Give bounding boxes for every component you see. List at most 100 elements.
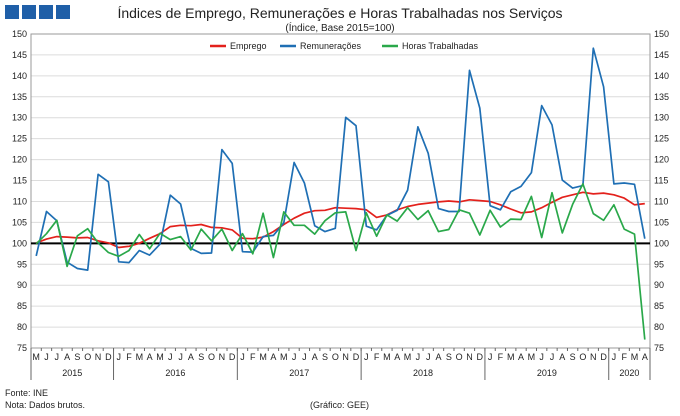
x-tick-label: S <box>322 352 328 362</box>
y-tick-label-right: 130 <box>654 113 669 123</box>
y-tick-label-left: 95 <box>17 259 27 269</box>
y-tick-label-right: 125 <box>654 134 669 144</box>
x-tick-label: J <box>116 352 121 362</box>
y-tick-label-right: 105 <box>654 217 669 227</box>
credit-note: (Gráfico: GEE) <box>310 400 370 410</box>
x-tick-label: J <box>416 352 421 362</box>
logo-square <box>56 5 70 19</box>
year-label: 2018 <box>413 368 433 378</box>
legend-label: Horas Trabalhadas <box>402 41 479 51</box>
y-tick-label-left: 115 <box>13 176 27 186</box>
y-tick-label-right: 100 <box>654 238 669 248</box>
x-tick-label: M <box>528 352 536 362</box>
x-tick-label: S <box>198 352 204 362</box>
y-tick-label-right: 135 <box>654 92 669 102</box>
x-tick-label: F <box>250 352 256 362</box>
y-tick-label-right: 80 <box>654 322 664 332</box>
x-tick-label: D <box>477 352 484 362</box>
y-tick-label-left: 140 <box>12 71 27 81</box>
x-tick-label: J <box>240 352 245 362</box>
y-tick-label-left: 100 <box>12 238 27 248</box>
y-tick-label-left: 135 <box>12 92 27 102</box>
y-tick-label-right: 90 <box>654 280 664 290</box>
x-tick-label: J <box>364 352 369 362</box>
x-tick-label: D <box>105 352 112 362</box>
x-tick-label: F <box>126 352 132 362</box>
source-note: Fonte: INE <box>5 388 49 398</box>
x-tick-label: D <box>353 352 360 362</box>
x-tick-label: O <box>208 352 215 362</box>
y-tick-label-left: 120 <box>12 155 27 165</box>
x-tick-label: N <box>342 352 349 362</box>
x-tick-label: N <box>95 352 102 362</box>
x-tick-label: A <box>64 352 70 362</box>
logo-square <box>39 5 53 19</box>
x-tick-label: M <box>383 352 391 362</box>
y-tick-label-left: 145 <box>12 50 27 60</box>
y-tick-label-left: 150 <box>12 29 27 39</box>
x-tick-label: O <box>332 352 339 362</box>
legend-label: Remunerações <box>300 41 362 51</box>
x-tick-label: A <box>436 352 442 362</box>
x-tick-label: A <box>559 352 565 362</box>
y-tick-label-left: 90 <box>17 280 27 290</box>
x-tick-label: M <box>404 352 412 362</box>
x-tick-label: A <box>642 352 648 362</box>
chart-subtitle: (Índice, Base 2015=100) <box>285 23 395 34</box>
x-tick-label: M <box>156 352 164 362</box>
y-tick-label-left: 80 <box>17 322 27 332</box>
x-tick-label: J <box>539 352 544 362</box>
x-tick-label: S <box>446 352 452 362</box>
year-label: 2019 <box>537 368 557 378</box>
x-tick-label: A <box>188 352 194 362</box>
y-tick-label-left: 75 <box>17 343 27 353</box>
x-tick-label: M <box>280 352 288 362</box>
x-tick-label: M <box>631 352 639 362</box>
x-tick-label: M <box>259 352 267 362</box>
x-tick-label: J <box>168 352 173 362</box>
x-tick-label: F <box>498 352 504 362</box>
x-tick-label: A <box>394 352 400 362</box>
x-tick-label: J <box>292 352 297 362</box>
x-tick-label: J <box>44 352 49 362</box>
y-tick-label-left: 125 <box>12 134 27 144</box>
x-tick-label: N <box>590 352 597 362</box>
x-tick-label: A <box>518 352 524 362</box>
four-blue-squares-logo <box>5 5 70 19</box>
plot-frame <box>30 33 651 349</box>
chart-title: Índices de Emprego, Remunerações e Horas… <box>117 5 563 21</box>
y-tick-label-right: 145 <box>654 50 669 60</box>
x-tick-label: M <box>136 352 144 362</box>
x-tick-label: A <box>147 352 153 362</box>
x-tick-label: J <box>178 352 183 362</box>
x-tick-label: S <box>74 352 80 362</box>
x-tick-label: M <box>507 352 515 362</box>
x-tick-label: O <box>579 352 586 362</box>
y-tick-label-left: 110 <box>13 196 27 206</box>
x-tick-label: O <box>456 352 463 362</box>
logo-square <box>5 5 19 19</box>
year-label: 2015 <box>62 368 82 378</box>
x-tick-label: F <box>374 352 380 362</box>
y-tick-label-left: 85 <box>17 301 27 311</box>
series-line <box>35 47 646 271</box>
series-line <box>35 183 646 340</box>
x-tick-label: A <box>312 352 318 362</box>
x-tick-label: J <box>426 352 431 362</box>
x-tick-label: J <box>55 352 60 362</box>
x-tick-label: A <box>270 352 276 362</box>
y-tick-label-left: 130 <box>12 113 27 123</box>
y-tick-label-right: 115 <box>654 176 668 186</box>
legend-label: Emprego <box>230 41 267 51</box>
x-tick-label: D <box>229 352 236 362</box>
y-tick-label-right: 95 <box>654 259 664 269</box>
x-tick-label: N <box>466 352 473 362</box>
y-tick-label-right: 150 <box>654 29 669 39</box>
x-tick-label: J <box>612 352 617 362</box>
x-tick-label: O <box>84 352 91 362</box>
year-label: 2017 <box>289 368 309 378</box>
y-tick-label-right: 140 <box>654 71 669 81</box>
data-note: Nota: Dados brutos. <box>5 400 86 410</box>
x-tick-label: N <box>219 352 226 362</box>
